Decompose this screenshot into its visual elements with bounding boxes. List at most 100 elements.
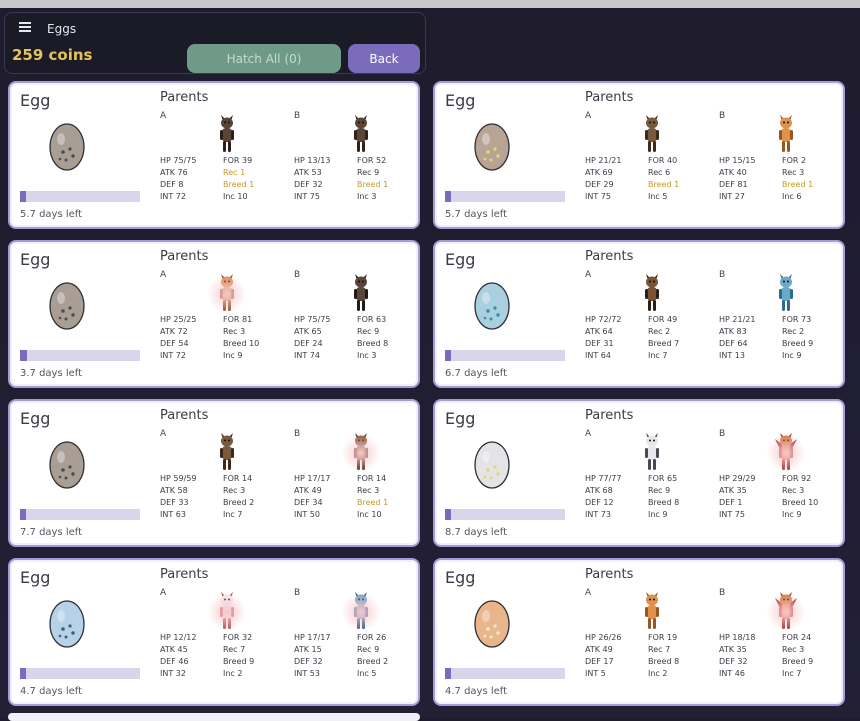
stats-left: HP 26/26 ATK 49 DEF 17 INT 5 (585, 632, 621, 680)
egg-icon[interactable] (48, 119, 86, 171)
stat-for: FOR 81 (223, 315, 253, 324)
stat-rec: Rec 9 (357, 327, 380, 336)
stat-for: FOR 40 (648, 156, 678, 165)
stat-atk: ATK 49 (585, 645, 613, 654)
stat-breed: Breed 1 (648, 180, 680, 189)
incubation-progress-bar (20, 509, 140, 520)
brown-monkey-creature-icon[interactable] (342, 429, 380, 473)
orange-fox-creature-icon[interactable] (639, 588, 665, 632)
white-raccoon-creature-icon[interactable] (639, 429, 665, 473)
hamburger-menu-icon[interactable] (19, 22, 31, 32)
parent-a: A HP 21/21 ATK 69 DEF 29 INT 75 FOR 40 Rec … (585, 111, 715, 201)
egg-card[interactable]: Egg 5.7 days left Parents A (8, 81, 420, 229)
stat-atk: ATK 58 (160, 486, 188, 495)
egg-card[interactable]: Egg 5.7 days left Parents A (433, 81, 845, 229)
stat-rec: Rec 3 (782, 168, 805, 177)
blue-crowned-dog-creature-icon[interactable] (773, 270, 799, 314)
dark-brown-dog-creature-icon[interactable] (348, 111, 374, 155)
stat-atk: ATK 35 (719, 486, 747, 495)
egg-icon[interactable] (473, 119, 511, 171)
stat-hp: HP 25/25 (160, 315, 197, 324)
stat-atk: ATK 49 (294, 486, 322, 495)
dark-masked-dog-creature-icon[interactable] (348, 270, 374, 314)
parent-label: A (160, 270, 167, 280)
stat-for: FOR 14 (223, 474, 253, 483)
brown-bat-creature-icon[interactable] (639, 111, 665, 155)
stat-hp: HP 26/26 (585, 633, 622, 642)
blue-monkey-creature-icon[interactable] (342, 588, 380, 632)
egg-card[interactable]: Egg 4.7 days left Parents A (8, 558, 420, 706)
stat-breed: Breed 8 (648, 498, 680, 507)
stat-rec: Rec 1 (223, 168, 246, 177)
brown-bat-creature-icon[interactable] (214, 429, 240, 473)
red-winged-demon-creature-icon[interactable] (767, 588, 805, 632)
stat-rec: Rec 9 (357, 645, 380, 654)
stat-inc: Inc 9 (648, 510, 668, 519)
stat-atk: ATK 72 (160, 327, 188, 336)
stat-def: DEF 12 (585, 498, 614, 507)
egg-card[interactable]: Egg 7.7 days left Parents A (8, 399, 420, 547)
stat-for: FOR 92 (782, 474, 812, 483)
orange-fox-creature-icon[interactable] (773, 111, 799, 155)
egg-icon[interactable] (473, 437, 511, 489)
stats-left: HP 75/75 ATK 76 DEF 8 INT 72 (160, 155, 196, 203)
stat-breed: Breed 1 (357, 180, 389, 189)
stat-for: FOR 52 (357, 156, 387, 165)
stat-hp: HP 29/29 (719, 474, 756, 483)
egg-card[interactable]: Egg 8.7 days left Parents A (433, 399, 845, 547)
stat-def: DEF 64 (719, 339, 748, 348)
egg-card[interactable]: Egg 4.7 days left Parents A (433, 558, 845, 706)
stat-breed: Breed 9 (223, 657, 255, 666)
stat-int: INT 75 (719, 510, 745, 519)
stat-rec: Rec 7 (648, 645, 671, 654)
stat-hp: HP 72/72 (585, 315, 622, 324)
stats-left: HP 21/21 ATK 83 DEF 64 INT 13 (719, 314, 755, 362)
parent-b: B HP 21/21 ATK 83 DEF 64 INT 13 FOR 73 Rec … (719, 270, 849, 360)
parent-label: B (719, 111, 726, 121)
stat-int: INT 5 (585, 669, 606, 678)
progress-fill (445, 509, 451, 520)
stats-right: FOR 40 Rec 6 Breed 1 Inc 5 (648, 155, 679, 203)
egg-icon[interactable] (48, 278, 86, 330)
stat-def: DEF 24 (294, 339, 323, 348)
red-winged-demon-creature-icon[interactable] (767, 429, 805, 473)
stats-left: HP 18/18 ATK 35 DEF 32 INT 46 (719, 632, 755, 680)
progress-fill (20, 191, 26, 202)
stat-breed: Breed 1 (357, 498, 389, 507)
stat-def: DEF 34 (294, 498, 323, 507)
coin-balance: 259 coins (12, 46, 93, 64)
egg-icon[interactable] (473, 596, 511, 648)
dark-brown-bat-creature-icon[interactable] (214, 111, 240, 155)
orange-monkey-creature-icon[interactable] (208, 270, 246, 314)
egg-card[interactable]: Egg 3.7 days left Parents A (8, 240, 420, 388)
parent-label: B (719, 270, 726, 280)
stat-inc: Inc 10 (357, 510, 382, 519)
stat-for: FOR 24 (782, 633, 812, 642)
egg-icon[interactable] (48, 437, 86, 489)
stat-for: FOR 26 (357, 633, 387, 642)
stat-int: INT 50 (294, 510, 320, 519)
white-red-rabbit-creature-icon[interactable] (208, 588, 246, 632)
stat-breed: Breed 1 (223, 180, 255, 189)
parents-heading: Parents (160, 408, 209, 423)
egg-card[interactable]: Egg 6.7 days left Parents A (433, 240, 845, 388)
stat-atk: ATK 64 (585, 327, 613, 336)
hatch-all-button[interactable]: Hatch All (0) (187, 44, 341, 73)
stats-left: HP 12/12 ATK 45 DEF 46 INT 32 (160, 632, 196, 680)
stat-rec: Rec 3 (782, 645, 805, 654)
days-left: 6.7 days left (445, 368, 508, 379)
egg-icon[interactable] (48, 596, 86, 648)
parent-b: B HP 18/18 ATK 35 DEF 32 INT 46 FOR 24 Rec … (719, 588, 849, 678)
incubation-progress-bar (445, 509, 565, 520)
masked-brown-dog-creature-icon[interactable] (639, 270, 665, 314)
stat-def: DEF 46 (160, 657, 189, 666)
stat-atk: ATK 35 (719, 645, 747, 654)
stats-left: HP 21/21 ATK 69 DEF 29 INT 75 (585, 155, 621, 203)
progress-fill (445, 668, 451, 679)
stats-right: FOR 14 Rec 3 Breed 1 Inc 10 (357, 473, 388, 521)
stat-inc: Inc 9 (782, 351, 802, 360)
back-button[interactable]: Back (348, 44, 420, 73)
egg-label: Egg (445, 409, 476, 428)
egg-icon[interactable] (473, 278, 511, 330)
stat-inc: Inc 5 (357, 669, 377, 678)
